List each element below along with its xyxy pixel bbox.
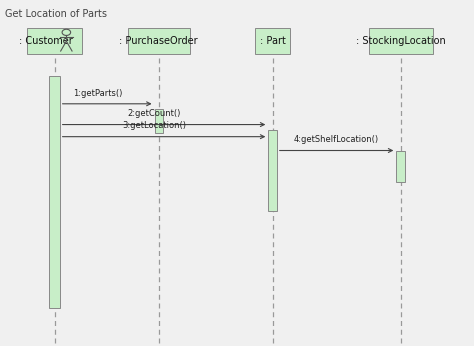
Text: 1:getParts(): 1:getParts() — [73, 89, 122, 98]
Bar — [268, 130, 277, 211]
Text: : StockingLocation: : StockingLocation — [356, 36, 446, 46]
Bar — [368, 28, 432, 54]
Text: : Customer: : Customer — [19, 36, 73, 46]
Bar — [49, 76, 60, 308]
Text: 2:getCount(): 2:getCount() — [128, 109, 181, 118]
Bar — [128, 28, 190, 54]
Text: 4:getShelfLocation(): 4:getShelfLocation() — [294, 135, 379, 144]
Text: : Part: : Part — [260, 36, 285, 46]
Bar — [155, 109, 163, 133]
Bar — [27, 28, 82, 54]
Text: Get Location of Parts: Get Location of Parts — [5, 9, 107, 19]
Text: : PurchaseOrder: : PurchaseOrder — [119, 36, 198, 46]
Bar — [396, 151, 405, 182]
Text: 3:getLocation(): 3:getLocation() — [122, 121, 187, 130]
Bar — [255, 28, 290, 54]
